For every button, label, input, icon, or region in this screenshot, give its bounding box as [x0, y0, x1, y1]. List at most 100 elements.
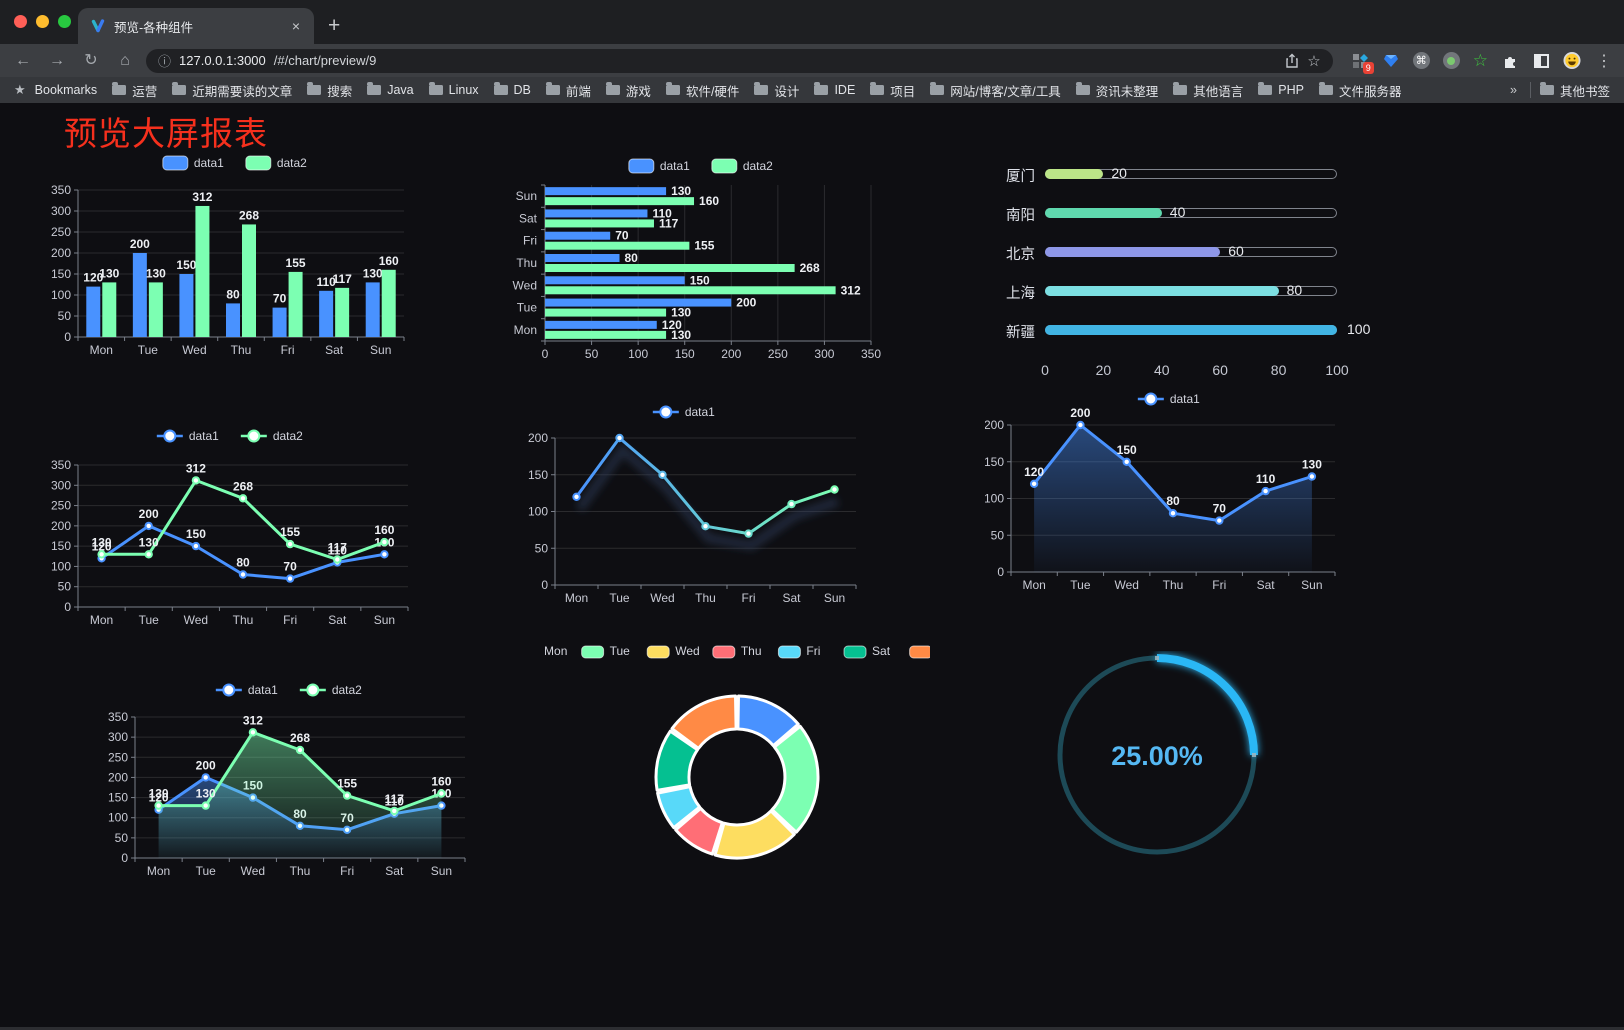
- browser-tab[interactable]: 预览-各种组件 ×: [78, 8, 314, 44]
- fullscreen-window-button[interactable]: [58, 15, 71, 28]
- bar[interactable]: [545, 298, 732, 307]
- bar[interactable]: [545, 330, 667, 339]
- bookmark-item[interactable]: 项目: [870, 81, 915, 100]
- data-point[interactable]: [1029, 479, 1039, 489]
- pie-slice-Sun[interactable]: [670, 694, 738, 750]
- bar[interactable]: [545, 264, 795, 272]
- bar[interactable]: [272, 307, 287, 337]
- chart-legend[interactable]: data1 data2: [628, 158, 773, 174]
- bookmarks-label[interactable]: Bookmarks: [34, 83, 98, 97]
- extension-star-icon[interactable]: ☆: [1472, 51, 1488, 70]
- bar[interactable]: [226, 303, 240, 337]
- data-point[interactable]: [191, 541, 201, 551]
- chart-canvas[interactable]: 0 50 100 150 200 250 300 350 Mon Tue Wed Thu Fri Sat S…: [30, 150, 440, 370]
- bar[interactable]: [102, 282, 117, 337]
- info-icon[interactable]: ⓘ: [158, 54, 172, 69]
- chart-two-series-line[interactable]: 0 50 100 150 200 250 300 350 Mon Tue Wed Thu Fri Sat S…: [40, 423, 420, 641]
- bookmark-item[interactable]: IDE: [814, 81, 855, 100]
- data-point[interactable]: [154, 801, 163, 810]
- bookmark-item[interactable]: 网站/博客/文章/工具: [930, 81, 1061, 100]
- bar[interactable]: [148, 282, 163, 337]
- data-point[interactable]: [295, 745, 305, 755]
- profile-avatar[interactable]: [1563, 51, 1581, 70]
- extension-gem-icon[interactable]: [1382, 52, 1400, 70]
- bar[interactable]: [545, 254, 620, 262]
- data-point[interactable]: [1307, 472, 1317, 481]
- chart-canvas[interactable]: 0 50 100 150 200 250 300 350 Mon Tue Wed Thu Fri Sat S…: [100, 673, 478, 899]
- bookmark-item[interactable]: 游戏: [605, 81, 651, 100]
- data-point[interactable]: [380, 550, 389, 559]
- data-point[interactable]: [658, 470, 667, 480]
- data-point[interactable]: [1076, 420, 1085, 430]
- bookmark-item[interactable]: 软件/硬件: [665, 81, 739, 100]
- bookmark-item[interactable]: PHP: [1258, 81, 1304, 100]
- bar[interactable]: [86, 286, 101, 337]
- data-point[interactable]: [390, 806, 399, 816]
- bar[interactable]: [545, 219, 654, 228]
- bar[interactable]: [545, 231, 611, 240]
- data-point[interactable]: [97, 550, 106, 559]
- chart-grouped-bar[interactable]: 0 50 100 150 200 250 300 350 Mon Tue Wed Thu Fri Sat S…: [30, 150, 440, 370]
- bookmark-item[interactable]: 设计: [754, 81, 799, 100]
- data-point[interactable]: [285, 574, 295, 583]
- bar[interactable]: [545, 276, 685, 285]
- pie-slice-Mon[interactable]: [736, 694, 800, 748]
- bar[interactable]: [545, 187, 667, 196]
- bookmark-item[interactable]: 前端: [545, 81, 591, 100]
- data-point[interactable]: [342, 791, 352, 800]
- bar[interactable]: [319, 290, 334, 337]
- bookmarks-overflow-button[interactable]: »: [1510, 83, 1517, 97]
- bar[interactable]: [195, 205, 210, 337]
- chart-canvas[interactable]: 0 50 100 150 200 Mon Tue Wed Thu Fri Sat Sun data1: [495, 398, 873, 613]
- data-point[interactable]: [701, 522, 710, 531]
- data-point[interactable]: [1122, 457, 1131, 467]
- bar[interactable]: [545, 286, 836, 295]
- bar[interactable]: [365, 282, 380, 337]
- bar[interactable]: [545, 320, 657, 329]
- chart-gradient-line[interactable]: 0 50 100 150 200 Mon Tue Wed Thu Fri Sat Sun data1: [495, 398, 873, 613]
- chart-legend[interactable]: data1: [1137, 392, 1200, 406]
- pie-slice-Thu[interactable]: [674, 806, 724, 856]
- bar[interactable]: [288, 271, 303, 337]
- bar[interactable]: [335, 287, 350, 337]
- data-point[interactable]: [572, 492, 581, 502]
- bookmark-star-icon[interactable]: ☆: [1307, 52, 1321, 70]
- data-point[interactable]: [437, 789, 446, 798]
- extension-command-icon[interactable]: ⌘: [1412, 52, 1430, 69]
- data-point[interactable]: [1215, 516, 1224, 525]
- data-point[interactable]: [744, 529, 753, 538]
- data-point[interactable]: [1261, 486, 1270, 496]
- chart-horizontal-bar[interactable]: 0 50 100 150 200 250 300 350 Sun Sat Fri Thu Wed Tue M…: [505, 153, 897, 371]
- bookmark-item[interactable]: 搜索: [307, 81, 352, 100]
- data-point[interactable]: [615, 433, 624, 443]
- pie-slice-Tue[interactable]: [770, 724, 820, 834]
- data-point[interactable]: [285, 539, 295, 549]
- data-point[interactable]: [201, 801, 210, 810]
- chart-city-progress[interactable]: 厦门 20 南阳 40 北京 60 上海 80 新疆 100 0 20 40 60 80 100: [985, 148, 1380, 393]
- pie-slice-Sat[interactable]: [654, 729, 699, 792]
- chart-canvas[interactable]: 0 50 100 150 200 250 300 350 Mon Tue Wed Thu Fri Sat S…: [40, 423, 420, 641]
- chart-percent-gauge[interactable]: 25.00%: [1048, 651, 1266, 866]
- forward-button[interactable]: →: [49, 51, 65, 69]
- data-point[interactable]: [380, 537, 389, 547]
- menu-icon[interactable]: ⋮: [1596, 52, 1612, 70]
- bookmarks-star-icon[interactable]: ★: [14, 82, 26, 97]
- share-icon[interactable]: [1285, 53, 1299, 69]
- chart-legend[interactable]: data1: [652, 405, 715, 419]
- pie-slice-Fri[interactable]: [656, 785, 702, 830]
- bookmark-item[interactable]: 资讯未整理: [1075, 81, 1158, 100]
- data-point[interactable]: [144, 550, 153, 559]
- bar[interactable]: [545, 308, 667, 317]
- chart-canvas[interactable]: 0 50 100 150 200 Mon Tue Wed Thu Fri Sat Sun 120 200 1…: [984, 386, 1353, 601]
- bookmark-item[interactable]: 其他语言: [1173, 81, 1243, 100]
- chart-two-series-area[interactable]: 0 50 100 150 200 250 300 350 Mon Tue Wed Thu Fri Sat S…: [100, 673, 478, 899]
- home-button[interactable]: ⌂: [120, 51, 130, 69]
- bar[interactable]: [242, 224, 256, 337]
- data-point[interactable]: [191, 476, 201, 485]
- bookmark-item[interactable]: Java: [367, 81, 414, 100]
- back-button[interactable]: ←: [15, 51, 31, 69]
- bar[interactable]: [179, 274, 194, 337]
